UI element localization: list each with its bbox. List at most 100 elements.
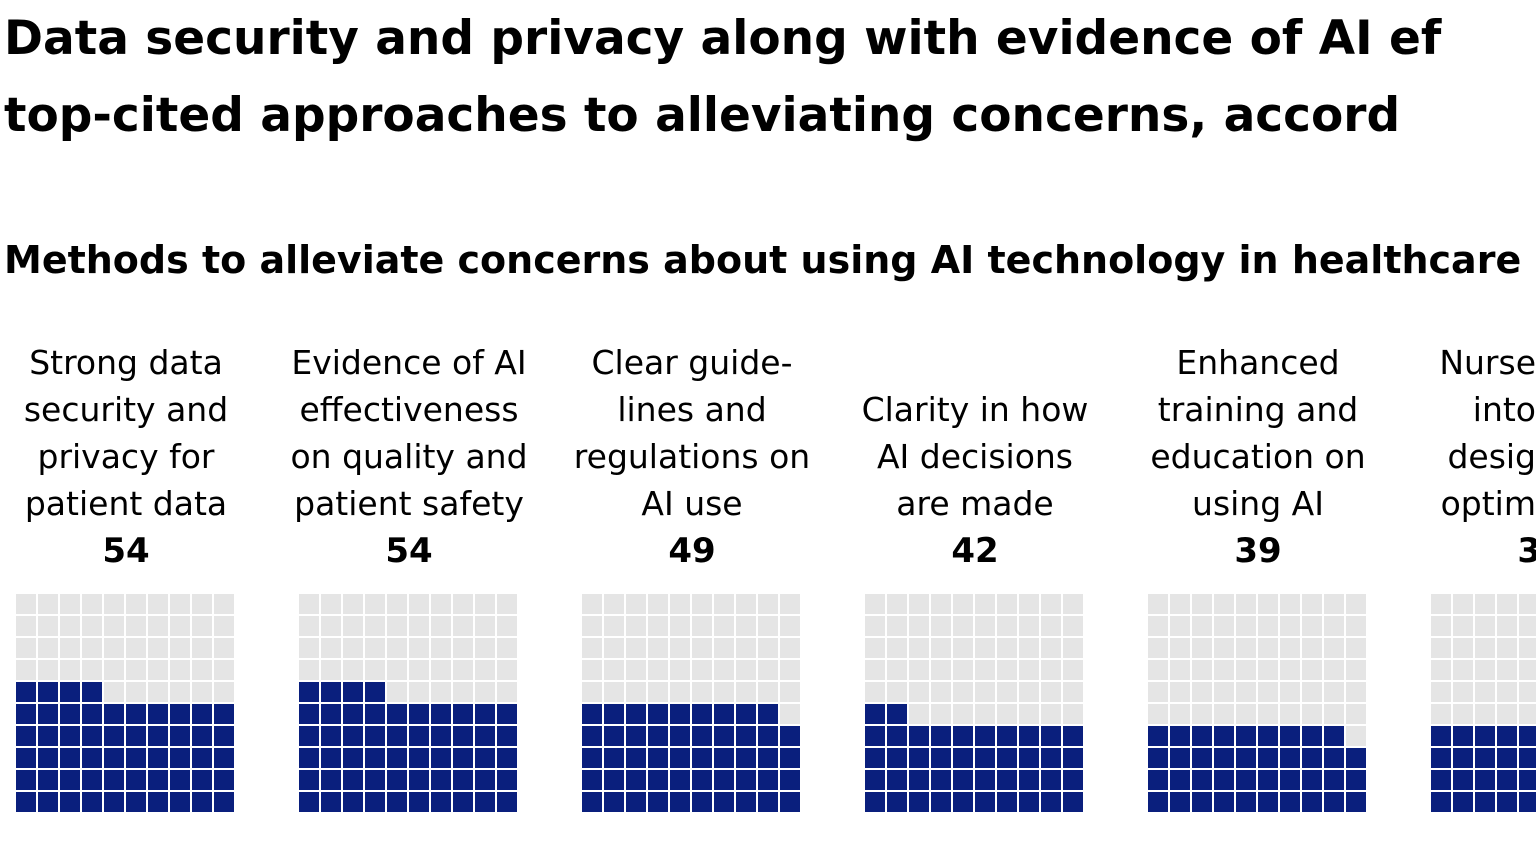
waffle-cell-filled [931,770,951,790]
value-label: 37 [1517,531,1536,571]
waffle-cell-filled [343,726,363,746]
waffle-cell-empty [780,638,800,658]
waffle-cell-filled [1236,792,1256,812]
waffle-cell-empty [104,638,124,658]
waffle-cell-filled [126,748,146,768]
waffle-cell-filled [975,726,995,746]
category-label: are made [896,484,1053,523]
category-label: regulations on [574,437,810,476]
waffle-cell-filled [953,726,973,746]
category-label: patient data [25,484,227,523]
waffle-cell-filled [1324,726,1344,746]
waffle-cell-empty [38,594,58,614]
waffle-cell-filled [1192,726,1212,746]
waffle-cell-empty [409,638,429,658]
waffle-cell-filled [758,704,778,724]
waffle-cell-empty [975,660,995,680]
waffle-cell-empty [582,594,602,614]
waffle-cell-filled [714,748,734,768]
waffle-cell-empty [1019,704,1039,724]
waffle-cell-empty [865,682,885,702]
waffle-cell-filled [38,748,58,768]
waffle [865,594,1083,812]
waffle-cell-empty [1346,682,1366,702]
waffle-cell-filled [497,748,517,768]
waffle-cell-empty [453,682,473,702]
waffle-cell-empty [909,594,929,614]
waffle-cell-filled [975,770,995,790]
waffle-cell-empty [321,594,341,614]
waffle-cell-empty [1280,616,1300,636]
waffle-cell-empty [192,682,212,702]
waffle-cell-filled [1148,770,1168,790]
waffle-cell-empty [975,616,995,636]
waffle-cell-filled [475,726,495,746]
waffle-cell-empty [1019,594,1039,614]
waffle-cell-empty [1192,616,1212,636]
waffle-cell-filled [1170,792,1190,812]
waffle-cell-filled [670,704,690,724]
waffle-cell-empty [1280,704,1300,724]
waffle-cell-filled [1346,748,1366,768]
waffle-cell-filled [1063,748,1083,768]
waffle-cell-filled [670,726,690,746]
waffle-cell-filled [931,748,951,768]
waffle-cell-empty [1170,638,1190,658]
waffle-cell-empty [1302,616,1322,636]
waffle-cell-filled [1280,792,1300,812]
waffle-cell-empty [670,638,690,658]
waffle-cell-empty [714,682,734,702]
waffle-cell-empty [321,638,341,658]
waffle-cell-filled [865,792,885,812]
waffle-cell-empty [909,638,929,658]
waffle-cell-filled [626,792,646,812]
waffle-cell-filled [1214,792,1234,812]
waffle-cell-filled [887,704,907,724]
waffle-cell-empty [1302,638,1322,658]
waffle-cell-filled [38,704,58,724]
waffle-cell-empty [1214,704,1234,724]
waffle-cell-empty [1302,660,1322,680]
waffle-cell-filled [497,792,517,812]
waffle-cell-filled [736,770,756,790]
waffle-cell-empty [1019,660,1039,680]
waffle-cell-empty [453,660,473,680]
waffle-cell-empty [865,660,885,680]
waffle-cell-empty [909,682,929,702]
waffle-cell-empty [170,638,190,658]
waffle-cell-empty [1063,704,1083,724]
waffle-cell-empty [975,638,995,658]
waffle-cell-filled [321,682,341,702]
waffle-cell-empty [736,682,756,702]
waffle-cell-empty [736,638,756,658]
waffle-cell-empty [953,594,973,614]
waffle-cell-filled [953,770,973,790]
waffle-cell-filled [299,726,319,746]
waffle-cell-empty [104,616,124,636]
waffle-cell-empty [1236,660,1256,680]
waffle-cell-filled [1453,792,1473,812]
waffle-cell-empty [16,638,36,658]
waffle-cell-filled [1453,726,1473,746]
waffle-cell-empty [953,682,973,702]
waffle-cell-empty [104,682,124,702]
waffle-cell-empty [60,594,80,614]
waffle-cell-filled [692,792,712,812]
waffle-cell-empty [758,682,778,702]
waffle-cell-filled [126,726,146,746]
waffle-cell-filled [648,726,668,746]
waffle-cell-empty [38,660,58,680]
waffle-cell-filled [409,748,429,768]
waffle-cell-empty [387,682,407,702]
waffle-cell-empty [1346,704,1366,724]
waffle-cell-empty [692,594,712,614]
waffle-cell-filled [780,770,800,790]
waffle-cell-empty [497,660,517,680]
waffle-cell-filled [170,704,190,724]
waffle-cell-filled [1302,726,1322,746]
waffle-cell-filled [1214,770,1234,790]
waffle-cell-empty [1148,704,1168,724]
waffle-cell-empty [780,594,800,614]
waffle-cell-filled [1148,792,1168,812]
waffle-cell-empty [648,638,668,658]
